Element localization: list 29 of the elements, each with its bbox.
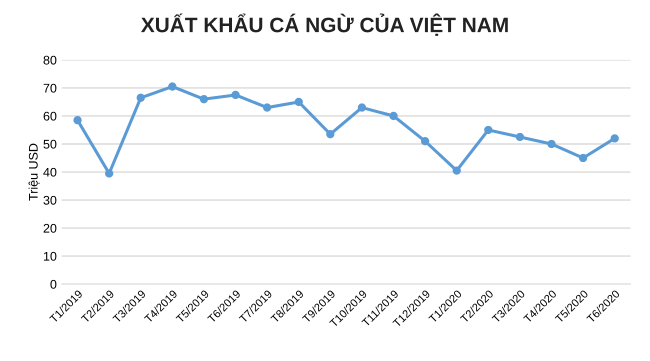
y-axis-title: Triệu USD bbox=[28, 144, 40, 201]
y-tick-label: 20 bbox=[44, 224, 56, 233]
y-tick-label: 70 bbox=[44, 84, 56, 93]
point bbox=[578, 154, 588, 162]
y-tick-label: 30 bbox=[43, 196, 56, 205]
y-tick-label: 0 bbox=[50, 280, 56, 289]
point bbox=[200, 94, 208, 104]
point bbox=[168, 82, 177, 91]
point bbox=[452, 166, 461, 175]
point bbox=[104, 169, 114, 178]
point bbox=[420, 137, 430, 146]
point bbox=[389, 112, 398, 120]
y-tick-label: 40 bbox=[43, 168, 56, 177]
point bbox=[484, 126, 492, 134]
y-tick-label: 80 bbox=[44, 56, 56, 65]
chart-title: XUẤT KHẨU CÁ NGỪ CỦA VIỆT NAM bbox=[141, 13, 508, 36]
point bbox=[136, 94, 145, 102]
point bbox=[262, 103, 272, 112]
y-tick-label: 10 bbox=[44, 252, 56, 261]
y-tick-label: 60 bbox=[44, 112, 56, 121]
point bbox=[547, 140, 556, 148]
point bbox=[358, 103, 366, 112]
point bbox=[294, 98, 303, 106]
point bbox=[231, 90, 240, 100]
y-tick-label: 50 bbox=[43, 140, 56, 149]
point bbox=[610, 134, 619, 143]
point bbox=[516, 132, 524, 142]
point bbox=[326, 130, 334, 138]
point bbox=[73, 116, 82, 124]
